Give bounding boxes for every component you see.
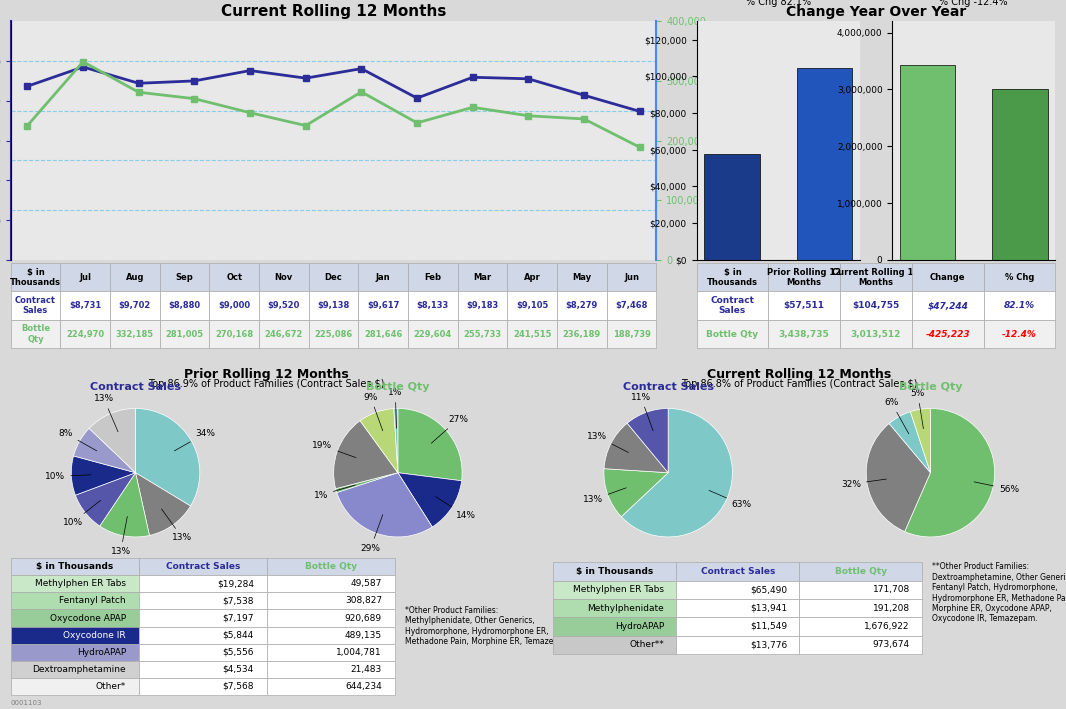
Text: 63%: 63% [709,491,752,509]
Text: 29%: 29% [360,515,383,553]
Wedge shape [393,408,398,473]
Text: 9%: 9% [364,393,383,431]
Wedge shape [135,473,191,535]
Wedge shape [604,423,668,473]
Text: % Chg -12.4%: % Chg -12.4% [939,0,1008,7]
Title: Contract Sales: Contract Sales [623,381,713,391]
Wedge shape [604,469,668,517]
Wedge shape [910,408,931,473]
Bar [704,155,760,259]
Wedge shape [867,423,931,532]
Text: 10%: 10% [45,472,91,481]
Text: 34%: 34% [175,429,215,451]
Text: Current Rolling 12 Months: Current Rolling 12 Months [707,368,891,381]
Y-axis label: Bottle Qty: Bottle Qty [709,114,718,167]
Title: Bottle Qty: Bottle Qty [899,381,963,391]
Text: *Other Product Families:
Methylphenidate, Other Generics,
Hydromorphone, Hydromo: *Other Product Families: Methylphenidate… [405,606,570,647]
Wedge shape [398,473,462,527]
Wedge shape [100,473,149,537]
Text: Top 86.8% of Product Families (Contract Sales $): Top 86.8% of Product Families (Contract … [681,379,918,389]
Wedge shape [76,473,135,526]
Text: 13%: 13% [582,488,626,504]
Text: 13%: 13% [586,432,629,452]
Text: 6%: 6% [884,398,909,434]
Text: % Chg 82.1%: % Chg 82.1% [745,0,810,7]
Wedge shape [90,408,135,473]
Text: 1%: 1% [313,485,355,500]
Wedge shape [336,473,398,493]
Text: 1%: 1% [388,388,403,428]
Text: 5%: 5% [910,389,925,429]
Wedge shape [337,473,433,537]
Wedge shape [621,408,732,537]
Wedge shape [360,408,398,473]
Title: Change Year Over Year: Change Year Over Year [786,5,966,18]
Bar [992,89,1048,259]
Bar [900,65,955,259]
Text: 19%: 19% [312,441,356,457]
Text: 8%: 8% [59,429,97,451]
Text: 27%: 27% [432,415,468,443]
Wedge shape [74,428,135,473]
Text: 13%: 13% [111,516,131,556]
Wedge shape [334,420,398,489]
Title: Bottle Qty: Bottle Qty [366,381,430,391]
Text: 32%: 32% [841,479,886,489]
Text: **Other Product Families:
Dextroamphetamine, Other Generics,
Fentanyl Patch, Hyd: **Other Product Families: Dextroamphetam… [933,562,1066,623]
Title: Current Rolling 12 Months: Current Rolling 12 Months [221,4,447,18]
Text: 11%: 11% [631,393,653,431]
Wedge shape [889,412,931,473]
Text: 13%: 13% [162,509,193,542]
Text: 10%: 10% [63,501,100,527]
Text: 0001103: 0001103 [11,700,43,706]
Text: Top 86.9% of Product Families (Contract Sales $): Top 86.9% of Product Families (Contract … [148,379,385,389]
Wedge shape [905,408,995,537]
Bar [796,67,852,259]
Text: 56%: 56% [974,482,1019,493]
Text: Prior Rolling 12 Months: Prior Rolling 12 Months [184,368,349,381]
Wedge shape [135,408,199,506]
Title: Contract Sales: Contract Sales [90,381,181,391]
Text: 14%: 14% [435,496,475,520]
Wedge shape [627,408,668,473]
Wedge shape [398,408,462,481]
Wedge shape [71,456,135,495]
Text: 13%: 13% [94,394,118,432]
